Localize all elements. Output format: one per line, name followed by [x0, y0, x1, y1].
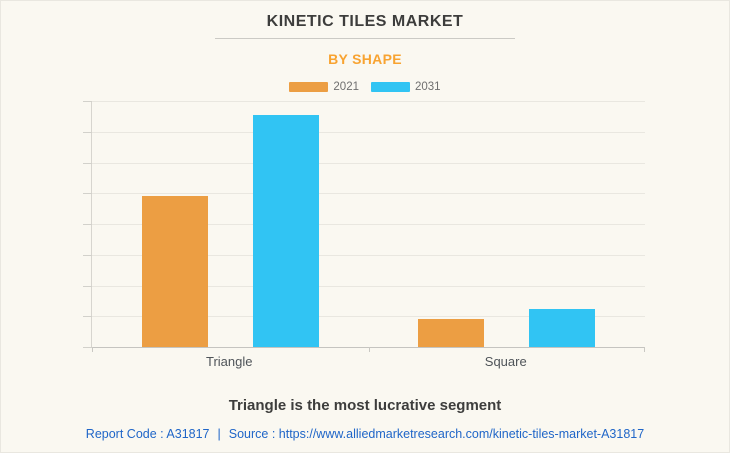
x-axis-tick — [644, 347, 645, 352]
bar-square-2021[interactable] — [418, 319, 485, 347]
report-code-text: Report Code : A31817 — [85, 427, 210, 441]
y-axis-tick — [83, 286, 92, 287]
bar-triangle-2031[interactable] — [252, 114, 319, 347]
y-axis-tick — [83, 163, 92, 164]
chart-legend: 2021 2031 — [1, 81, 729, 93]
title-divider — [215, 38, 515, 39]
chart-title: KINETIC TILES MARKET — [266, 13, 464, 30]
footer-separator: | — [217, 427, 221, 441]
gridline — [92, 224, 645, 225]
y-axis-tick — [83, 132, 92, 133]
legend-swatch-2021 — [289, 82, 329, 92]
y-axis-tick — [83, 224, 92, 225]
source-link[interactable]: Source : https://www.alliedmarketresearc… — [228, 427, 645, 441]
y-axis-tick — [83, 193, 92, 194]
y-axis-tick — [83, 255, 92, 256]
gridline — [92, 316, 645, 317]
bar-square-2031[interactable] — [529, 308, 596, 347]
legend-item-2021[interactable]: 2021 — [289, 81, 359, 93]
gridline — [92, 163, 645, 164]
gridline — [92, 193, 645, 194]
legend-item-2031[interactable]: 2031 — [371, 81, 441, 93]
gridline — [92, 286, 645, 287]
y-axis-tick — [83, 316, 92, 317]
gridline — [92, 255, 645, 256]
legend-label-2021: 2021 — [333, 81, 359, 93]
y-axis-tick — [83, 101, 92, 102]
chart-caption: Triangle is the most lucrative segment — [228, 397, 502, 414]
legend-label-2031: 2031 — [415, 81, 441, 93]
gridline — [92, 101, 645, 102]
x-axis-tick — [369, 347, 370, 352]
x-axis-labels: Triangle Square — [91, 354, 644, 369]
bar-triangle-2021[interactable] — [141, 196, 208, 347]
chart-plot-area — [83, 101, 645, 352]
gridline — [92, 132, 645, 133]
x-axis-tick — [92, 347, 93, 352]
chart-subtitle: BY SHAPE — [328, 51, 402, 67]
y-axis-tick — [83, 347, 92, 348]
report-footer: Report Code : A31817 | Source : https://ww… — [1, 427, 729, 441]
category-label-triangle: Triangle — [206, 354, 253, 369]
category-label-square: Square — [484, 354, 527, 369]
legend-swatch-2031 — [371, 82, 410, 92]
